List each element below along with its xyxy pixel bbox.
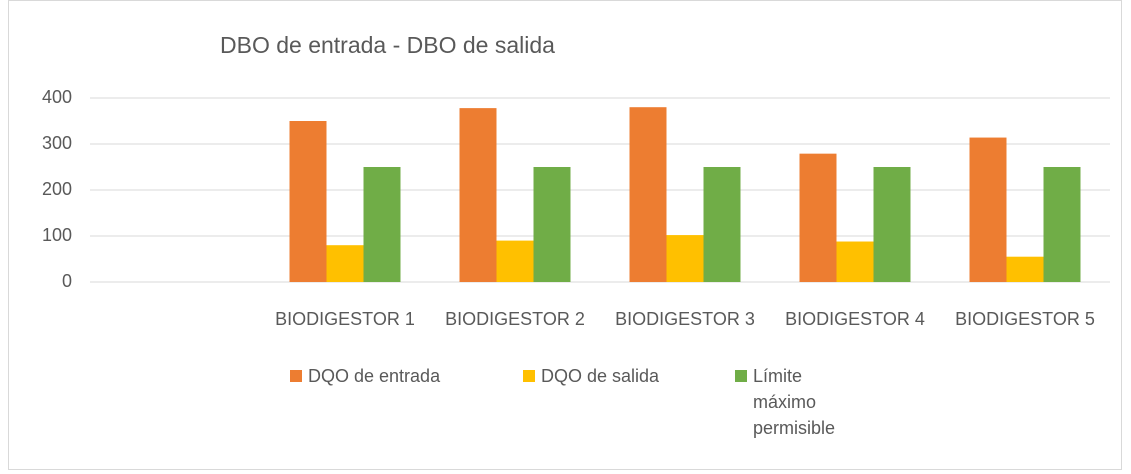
legend-label: DQO de entrada — [308, 366, 441, 386]
legend-swatch — [735, 370, 747, 382]
legend-label: Límite máximo permisible — [753, 366, 836, 438]
y-tick-label: 200 — [42, 179, 72, 199]
bar — [836, 241, 874, 282]
chart-title: DBO de entrada - DBO de salida — [220, 32, 555, 58]
bar — [1043, 167, 1081, 282]
y-tick-label: 0 — [62, 271, 72, 291]
bar — [363, 167, 401, 282]
bar — [533, 167, 571, 282]
bar — [1006, 256, 1044, 282]
bar — [873, 167, 911, 282]
legend-swatch — [290, 370, 302, 382]
bar — [969, 137, 1007, 282]
bar — [496, 240, 534, 282]
y-tick-label: 100 — [42, 225, 72, 245]
bar — [289, 121, 327, 282]
bar — [799, 153, 837, 282]
x-tick-label: BIODIGESTOR 4 — [785, 309, 925, 329]
legend-label: DQO de salida — [541, 366, 660, 386]
bar — [703, 167, 741, 282]
legend-item: DQO de entrada — [290, 363, 510, 389]
x-tick-label: BIODIGESTOR 3 — [615, 309, 755, 329]
bar — [629, 107, 667, 282]
bar — [326, 245, 364, 282]
legend-swatch — [523, 370, 535, 382]
bar — [666, 235, 704, 282]
x-tick-label: BIODIGESTOR 1 — [275, 309, 415, 329]
x-tick-label: BIODIGESTOR 5 — [955, 309, 1095, 329]
y-tick-label: 300 — [42, 133, 72, 153]
legend-item: Límite máximo permisible — [735, 363, 855, 441]
legend-item: DQO de salida — [523, 363, 723, 389]
bar — [459, 108, 497, 283]
y-tick-label: 400 — [42, 87, 72, 107]
x-tick-label: BIODIGESTOR 2 — [445, 309, 585, 329]
